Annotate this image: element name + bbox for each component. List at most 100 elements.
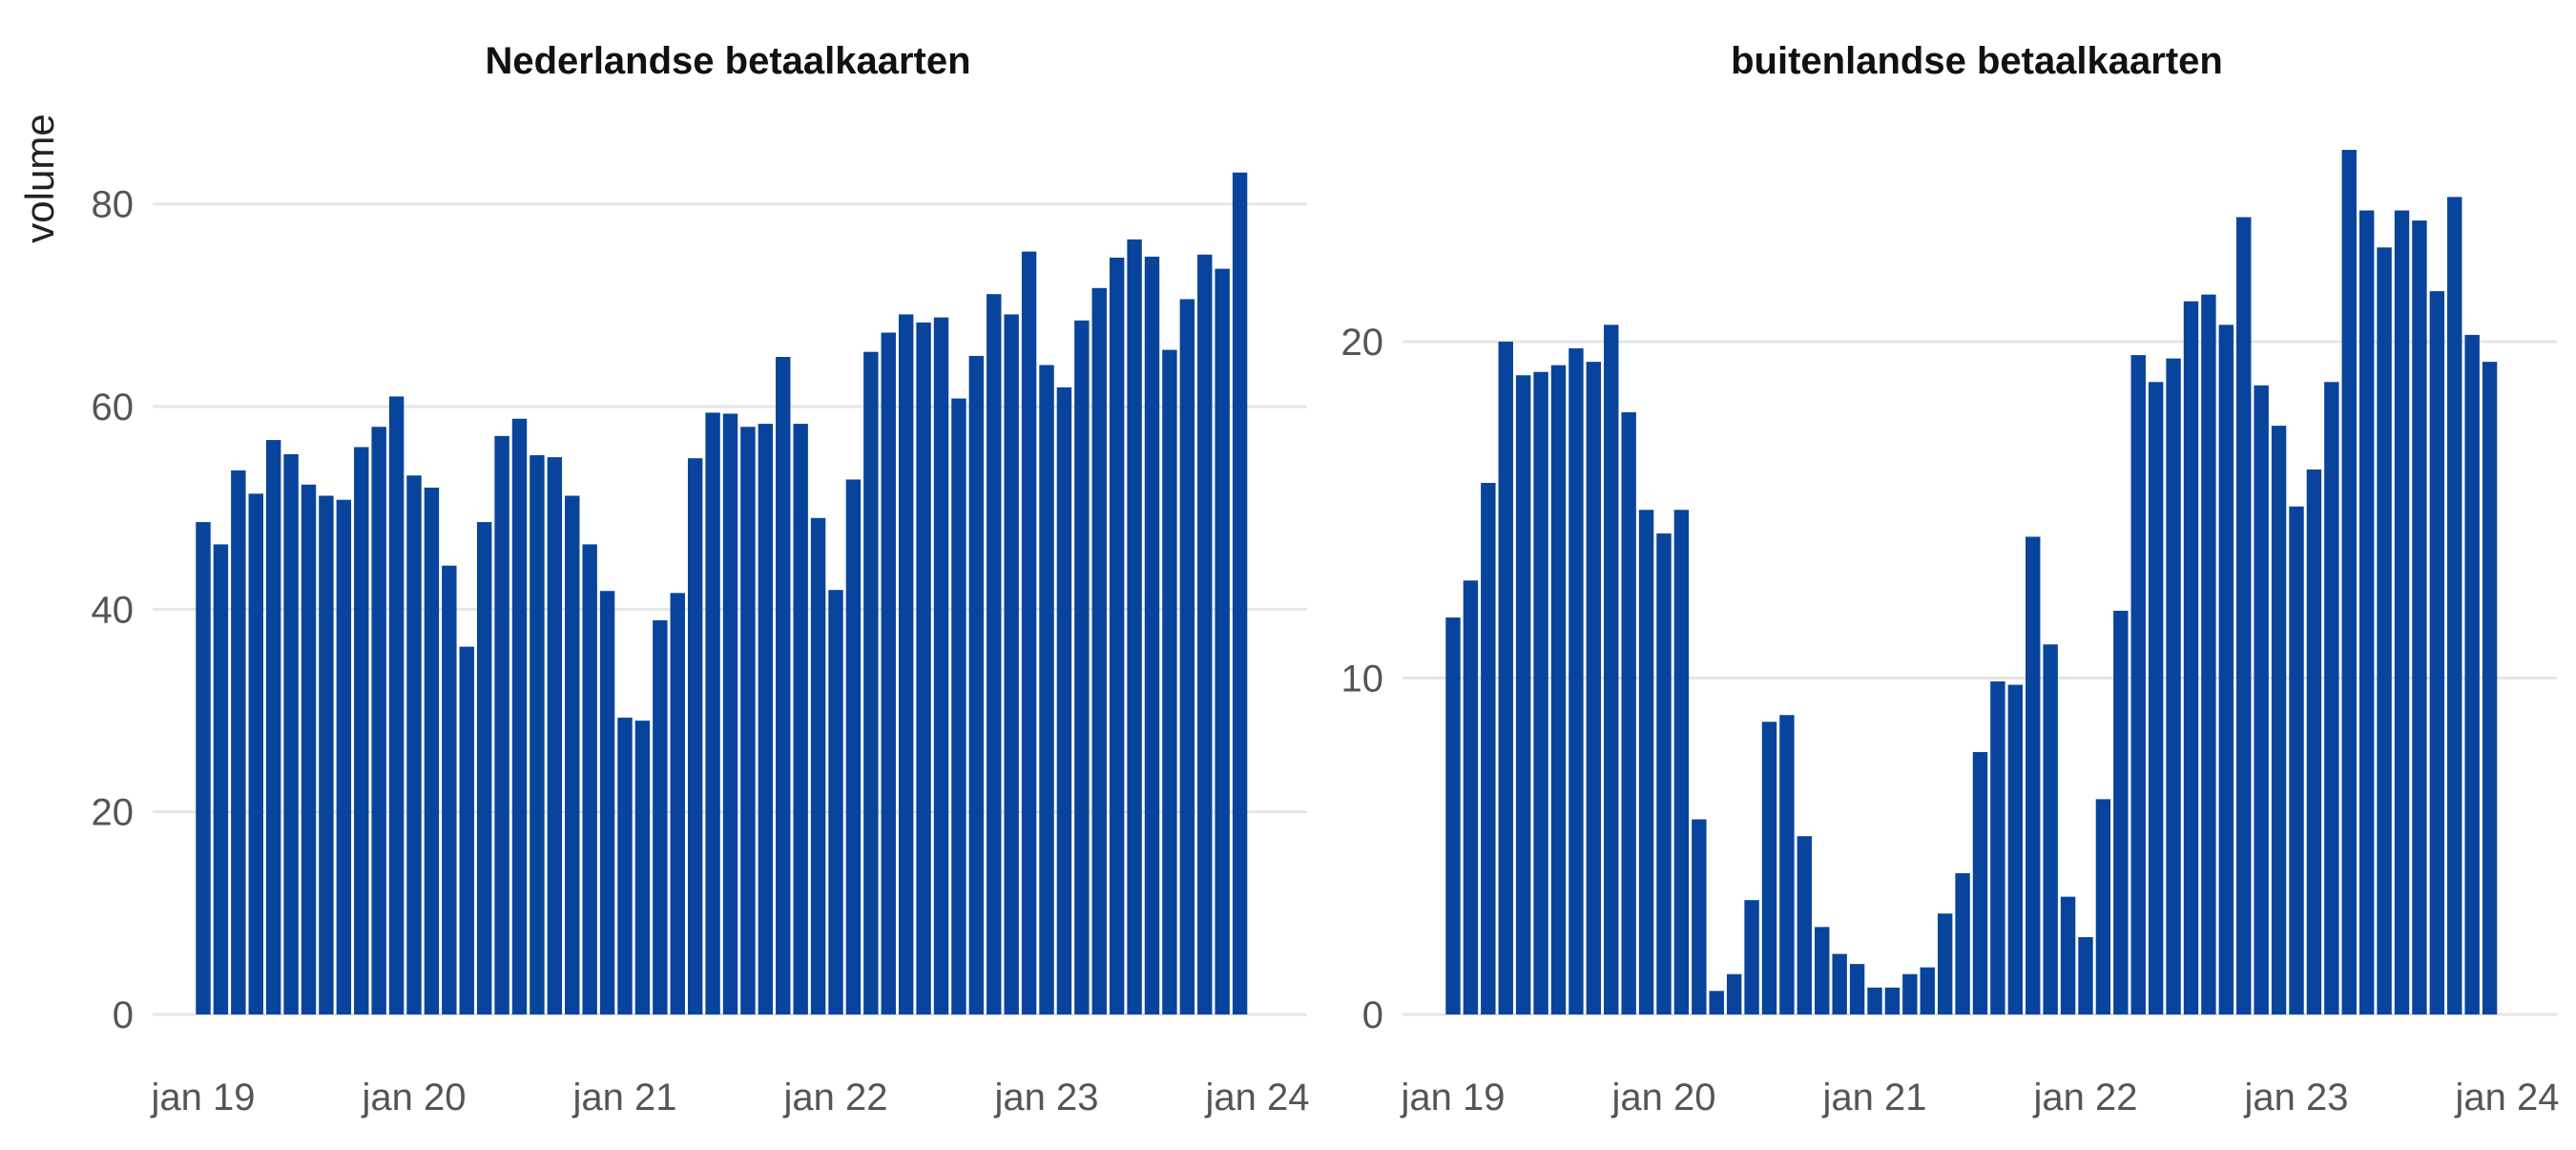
bar [301,484,317,1014]
bar [231,470,246,1014]
bar [793,424,808,1014]
bar [1039,365,1054,1014]
bar [968,355,985,1014]
bar [1144,256,1160,1014]
bar [336,499,352,1014]
bar [898,314,914,1014]
bar [2377,247,2392,1014]
bar [1515,375,1531,1015]
bar [758,424,774,1014]
bar [265,440,281,1014]
bar [2306,469,2322,1014]
x-tick-label: jan 19 [151,1077,256,1119]
bar [1179,299,1195,1014]
bar [2254,385,2269,1014]
panel-buitenlandse-betaalkaarten: buitenlandse betaalkaarten 0 10 20 jan 19 ja… [1341,40,2560,1119]
bar [863,351,879,1014]
bar [1638,510,1654,1014]
bar [248,493,263,1014]
bar [810,517,826,1014]
x-tick-label: jan 24 [1205,1077,1310,1119]
bar [2236,217,2252,1015]
bar [2271,426,2287,1014]
bar [1481,483,1496,1014]
panel-nederlandse-betaalkaarten: Nederlandse betaalkaarten 0 20 40 60 80 jan 1… [92,40,1310,1119]
bar [354,447,369,1014]
bar [2201,294,2216,1014]
bar [1091,287,1107,1014]
bar [1215,268,1230,1014]
bar [2025,536,2041,1014]
bar [1779,715,1795,1014]
bar [1056,387,1072,1015]
bar [2166,358,2181,1014]
bar [1533,371,1548,1015]
bar [1604,324,1619,1014]
x-tick-label: jan 21 [572,1077,677,1119]
bar [1162,349,1177,1014]
bar [424,487,440,1014]
bar [2341,150,2357,1015]
bar [1656,533,1672,1014]
bar [1445,617,1461,1014]
bar [371,427,386,1014]
bar [319,495,334,1014]
bar [2324,382,2339,1014]
y-tick-label: 0 [1362,994,1383,1036]
bar [617,717,633,1014]
bar [687,458,703,1014]
bar [1937,913,1953,1014]
bar [494,435,509,1014]
y-tick-label: 60 [92,387,135,429]
bar [565,495,580,1014]
panel-title: Nederlandse betaalkaarten [485,40,970,82]
bar [2429,291,2445,1015]
bar [987,294,1002,1014]
bar [213,544,229,1014]
bar [1550,365,1567,1014]
bar [1498,341,1513,1015]
bar [653,620,668,1014]
y-tick-label: 40 [92,589,135,631]
bar [1744,900,1759,1014]
bar [916,322,931,1014]
x-tick-label: jan 22 [783,1077,888,1119]
bar [1568,348,1584,1014]
bar [1920,967,1935,1014]
x-tick-label: jan 23 [994,1077,1099,1119]
bar [1586,362,1602,1014]
bar [2113,610,2129,1014]
bar [1815,927,1830,1014]
bar [2289,506,2304,1014]
bar [2078,936,2093,1014]
x-tick-label: jan 20 [1611,1077,1716,1119]
bar [2358,210,2375,1014]
bar [2412,220,2427,1014]
bar [1197,254,1213,1014]
bar [1127,239,1142,1015]
bar [1884,987,1901,1014]
y-tick-label: 20 [92,792,135,834]
bar [933,317,949,1015]
bar [705,412,720,1014]
x-tick-label: jan 21 [1822,1077,1927,1119]
y-tick-label: 20 [1341,322,1384,364]
bar [670,593,685,1014]
bar [1709,991,1724,1014]
bar [1109,257,1125,1015]
bar [2007,684,2024,1014]
bar [459,646,474,1014]
bar [530,454,545,1015]
x-tick-label: jan 20 [362,1077,467,1119]
bar [1990,681,2005,1014]
bar [1849,964,1865,1014]
bar [582,544,597,1014]
bar [1232,172,1248,1015]
x-tick-label: jan 22 [2033,1077,2138,1119]
bar [2095,799,2111,1014]
bar [1832,953,1847,1014]
bar [2060,896,2076,1014]
bar [1902,973,1918,1014]
